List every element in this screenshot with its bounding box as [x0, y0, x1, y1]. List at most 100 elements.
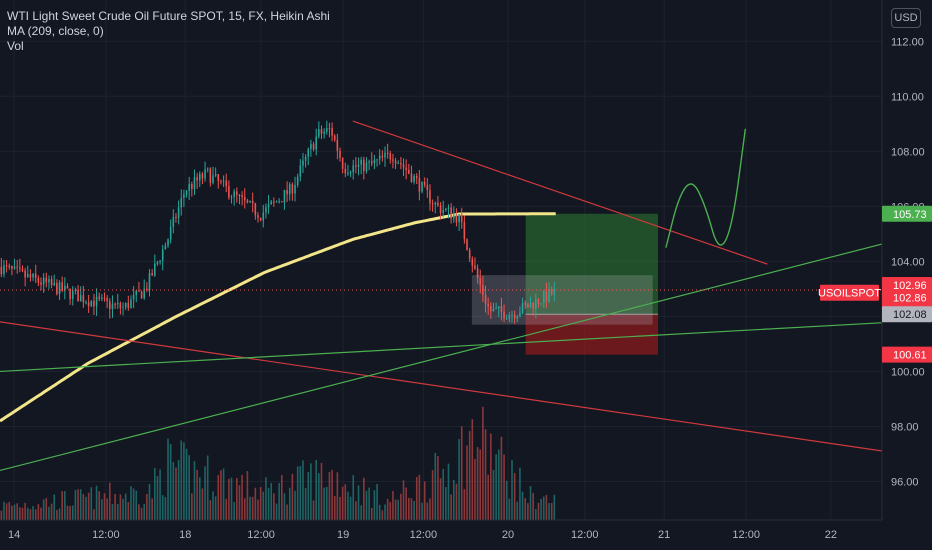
- candle-body: [437, 202, 439, 206]
- volume-bar: [281, 474, 283, 520]
- currency-button[interactable]: USD: [891, 8, 921, 28]
- volume-bar: [116, 504, 119, 520]
- candle-body: [363, 159, 365, 172]
- volume-bar: [288, 487, 291, 520]
- volume-bar: [360, 505, 362, 520]
- candle-body: [402, 164, 405, 168]
- candle-body: [241, 195, 243, 197]
- candle-body: [516, 315, 519, 319]
- candle-body: [116, 303, 119, 305]
- candle-body: [490, 306, 492, 312]
- ma-legend[interactable]: MA (209, close, 0): [7, 24, 104, 38]
- volume-bar: [328, 471, 331, 520]
- candle-body: [183, 194, 185, 198]
- volume-bar: [296, 466, 299, 520]
- volume-bar: [153, 467, 156, 520]
- volume-bar: [103, 493, 106, 520]
- candle-body: [550, 289, 553, 295]
- candle-body: [135, 290, 138, 295]
- price-axis[interactable]: 96.0098.00100.00102.00104.00106.00108.00…: [881, 0, 932, 550]
- candle-body: [535, 299, 537, 310]
- candle-body: [196, 177, 198, 181]
- volume-bar: [109, 482, 111, 520]
- volume-bar: [373, 490, 376, 520]
- volume-bar: [540, 498, 542, 520]
- candle-body: [281, 201, 283, 203]
- volume-bar: [439, 478, 442, 520]
- volume-bar: [394, 499, 397, 520]
- volume-bar: [13, 504, 16, 520]
- volume-bar: [42, 499, 45, 520]
- candle-body: [140, 291, 143, 299]
- volume-bar: [201, 488, 204, 520]
- symbol-title[interactable]: WTI Light Sweet Crude Oil Future SPOT, 1…: [7, 9, 330, 23]
- candle-body: [206, 168, 209, 170]
- candle-body: [553, 288, 556, 295]
- volume-bar: [11, 505, 13, 520]
- volume-bar: [278, 483, 280, 520]
- candle-body: [312, 144, 315, 150]
- candle-body: [95, 296, 98, 307]
- candle-body: [111, 303, 114, 310]
- volume-bar: [3, 501, 5, 520]
- candle-body: [66, 285, 69, 289]
- candle-body: [476, 268, 479, 279]
- volume-bar: [553, 494, 556, 520]
- candle-body: [8, 265, 11, 267]
- candle-body: [315, 136, 317, 150]
- volume-bar: [492, 469, 495, 520]
- candle-body: [64, 285, 66, 291]
- volume-bar: [220, 470, 222, 520]
- price-tick-label: 100.00: [891, 366, 925, 378]
- volume-bar: [124, 493, 127, 520]
- time-axis[interactable]: 14 12:00 18 12:00 19 12:00 20 12:00 21 12:00 22: [0, 519, 882, 541]
- volume-bar: [299, 465, 302, 520]
- candle-body: [452, 214, 455, 219]
- volume-bar: [151, 498, 153, 520]
- candle-body: [450, 207, 452, 219]
- candle-body: [172, 216, 175, 227]
- volume-bar: [474, 458, 476, 520]
- drawings[interactable]: [0, 120, 932, 472]
- candle-body: [262, 212, 265, 221]
- volume-bar: [251, 496, 254, 520]
- candle-body: [336, 139, 339, 151]
- candle-body: [246, 200, 249, 203]
- candle-body: [209, 168, 212, 183]
- time-tick-label: 12:00: [92, 529, 120, 541]
- chart-legend: WTI Light Sweet Crude Oil Future SPOT, 1…: [7, 9, 330, 54]
- volume-bar: [527, 503, 529, 520]
- volume-bar: [132, 488, 135, 520]
- time-tick-label: 12:00: [247, 529, 275, 541]
- candle-body: [265, 207, 267, 213]
- candle-body: [288, 184, 291, 195]
- candle-body: [352, 165, 355, 173]
- volume-bar: [114, 494, 116, 520]
- volume-bar: [370, 507, 373, 520]
- volume-bar: [400, 493, 402, 520]
- volume-bar: [32, 506, 34, 520]
- volume-bar: [19, 507, 21, 520]
- candle-body: [169, 226, 172, 240]
- time-tick-label: 14: [8, 529, 20, 541]
- volume-bar: [127, 502, 130, 520]
- volume-bar: [291, 473, 294, 520]
- volume-bar: [365, 490, 368, 520]
- candle-body: [408, 169, 410, 174]
- candle-body: [294, 185, 296, 194]
- volume-bar: [386, 498, 389, 520]
- candle-body: [5, 265, 8, 267]
- candle-body: [273, 201, 275, 203]
- entry-price-label: 102.08: [893, 309, 927, 321]
- volume-bar: [212, 491, 214, 520]
- volume-bar: [138, 504, 140, 520]
- candle-body: [270, 201, 273, 205]
- volume-bar: [508, 498, 511, 520]
- volume-legend[interactable]: Vol: [7, 39, 24, 53]
- candle-body: [320, 129, 323, 134]
- volume-bar: [484, 429, 487, 520]
- candle-body: [82, 295, 85, 303]
- candle-body: [77, 289, 79, 302]
